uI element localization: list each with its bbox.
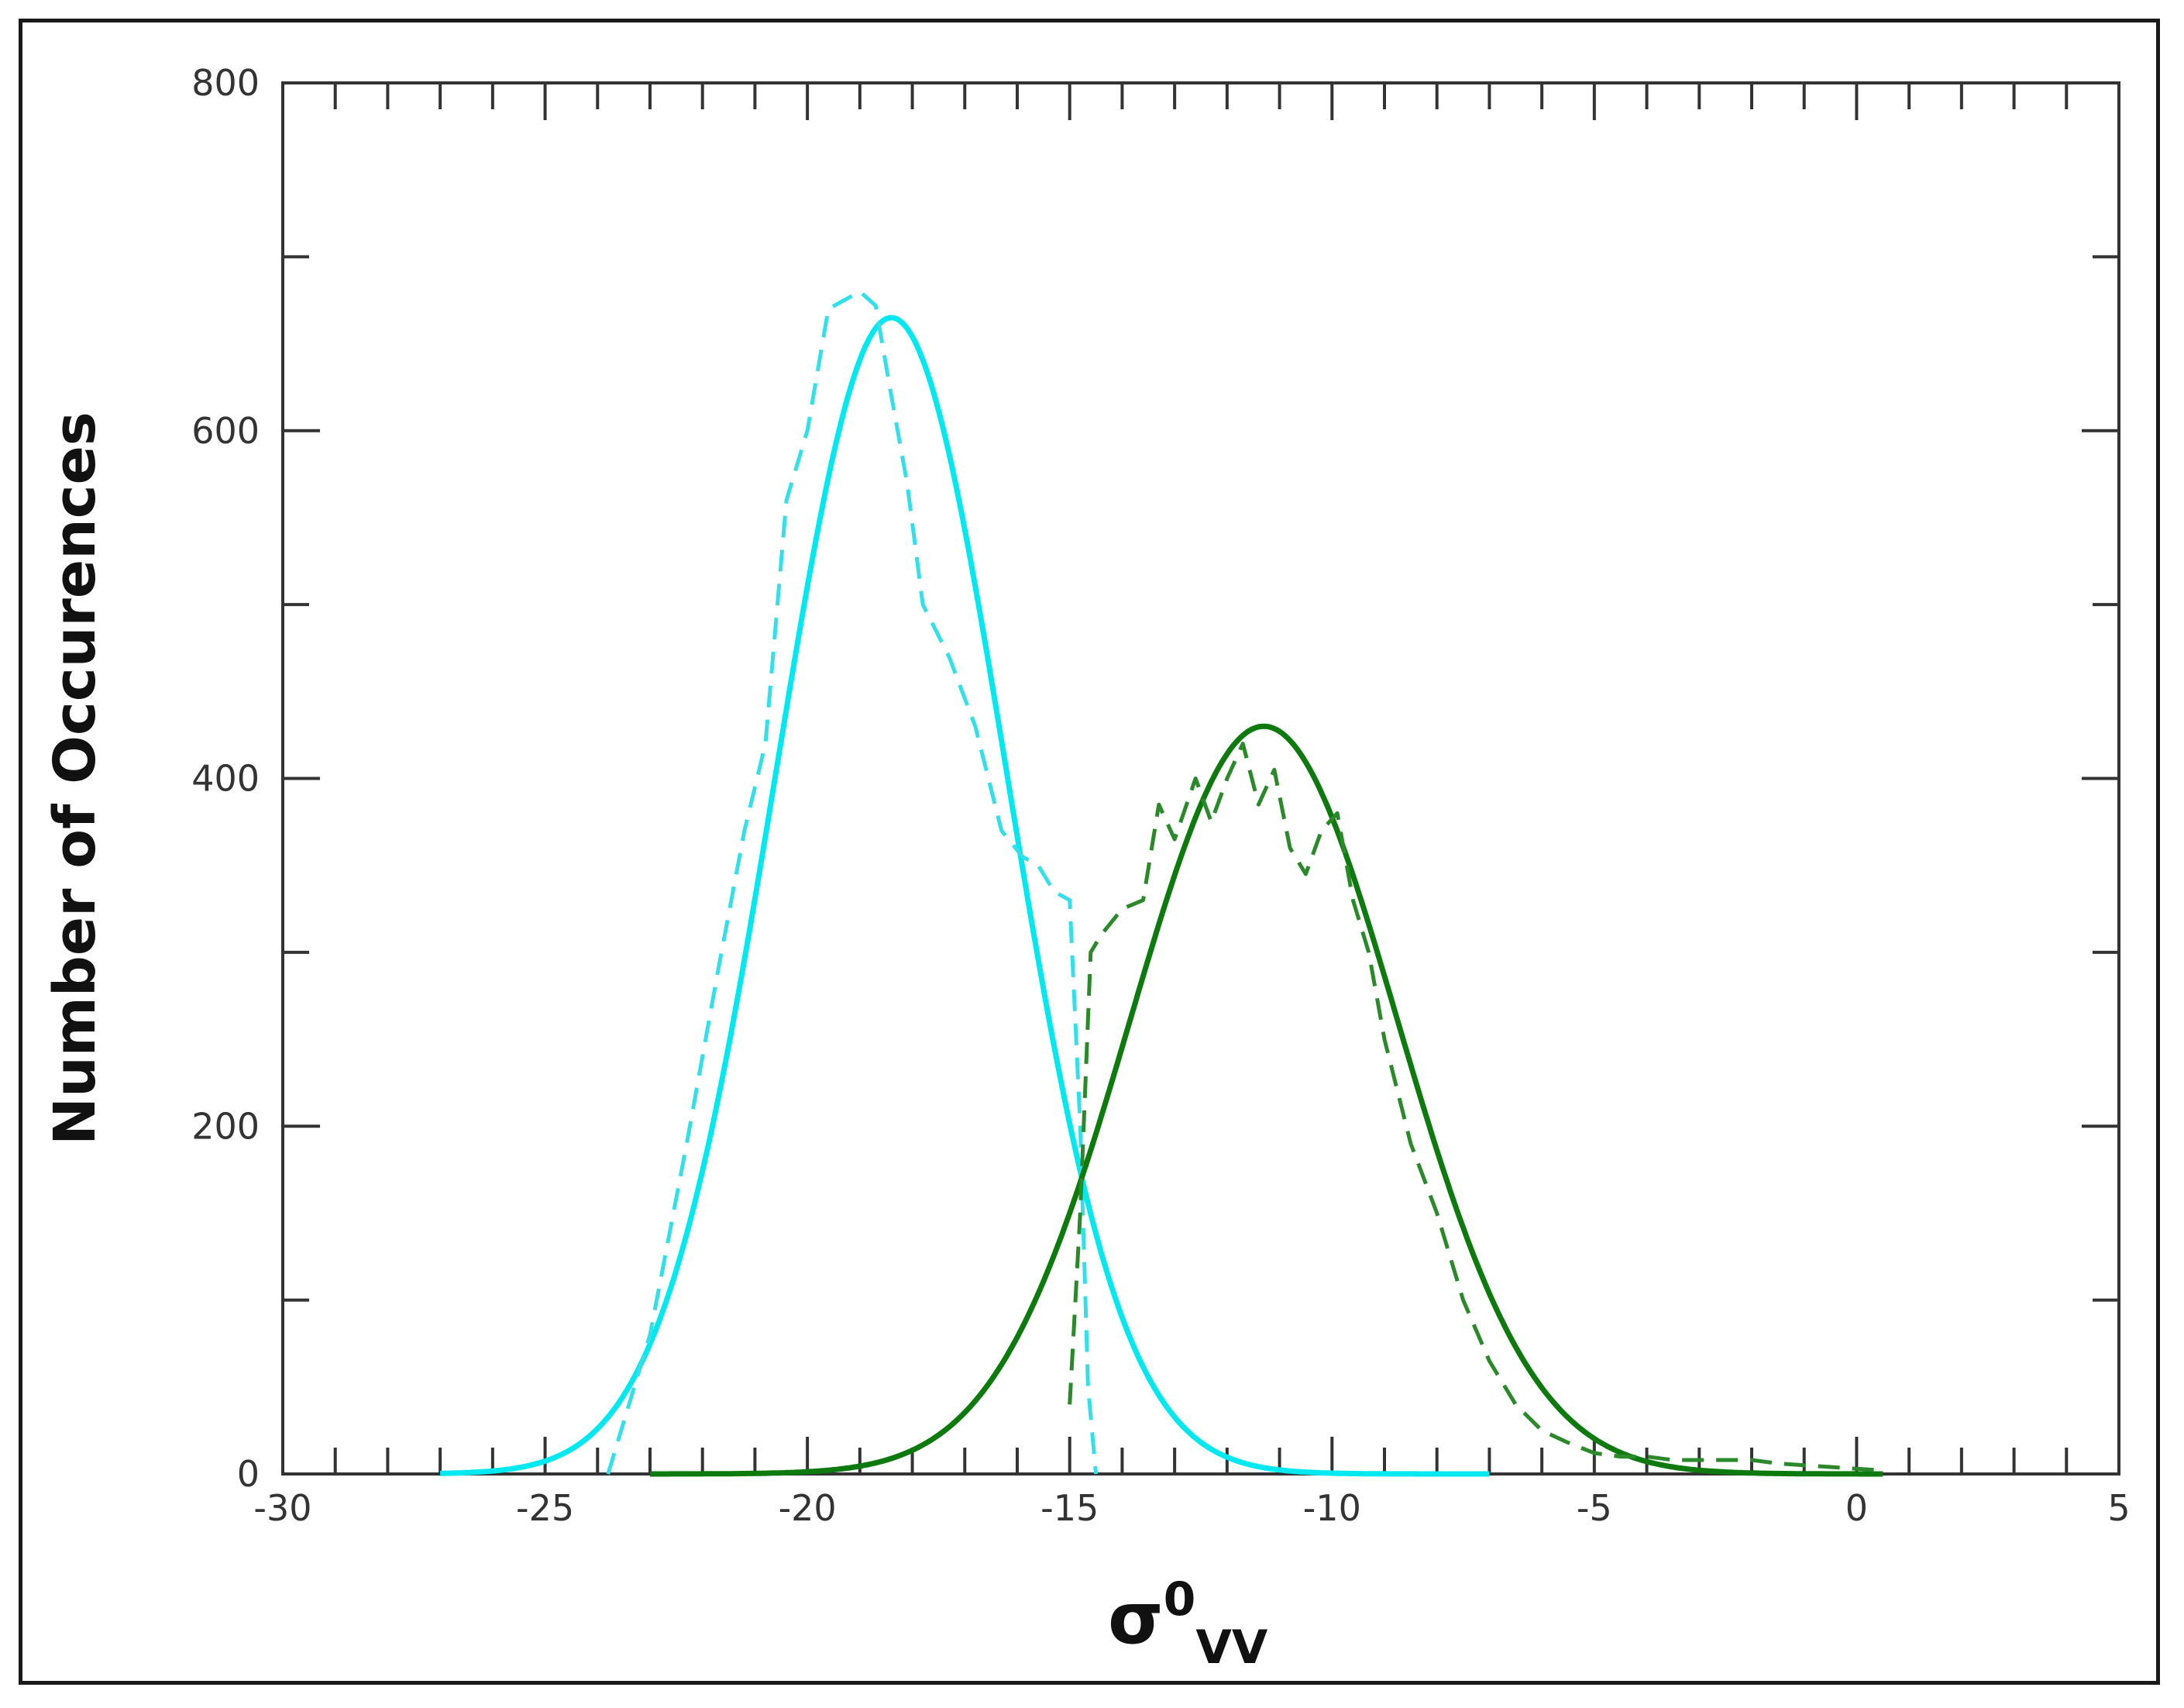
y-tick-label: 800: [191, 62, 260, 104]
x-tick-label: -10: [1303, 1487, 1361, 1529]
y-tick-label: 200: [191, 1105, 260, 1147]
y-tick-label: 600: [191, 410, 260, 452]
x-tick-label: -5: [1577, 1487, 1612, 1529]
histogram-line-1: [606, 289, 1099, 1475]
x-axis-label: σ0VV: [1108, 1572, 1268, 1675]
x-tick-label: 0: [1845, 1487, 1868, 1529]
fit-line-2: [649, 723, 1883, 1477]
x-tick-label: 5: [2107, 1487, 2130, 1529]
x-tick-label: -30: [253, 1487, 311, 1529]
y-tick-label: 0: [237, 1453, 260, 1495]
y-axis-label: Number of Occurences: [42, 412, 108, 1145]
y-tick-label: 400: [191, 758, 260, 800]
histogram-line-3: [1068, 742, 1883, 1472]
x-tick-label: -25: [516, 1487, 574, 1529]
plot-area-border: [281, 81, 2120, 1476]
fit-line-0: [439, 315, 1490, 1477]
x-tick-label: -15: [1040, 1487, 1099, 1529]
x-tick-label: -20: [779, 1487, 837, 1529]
